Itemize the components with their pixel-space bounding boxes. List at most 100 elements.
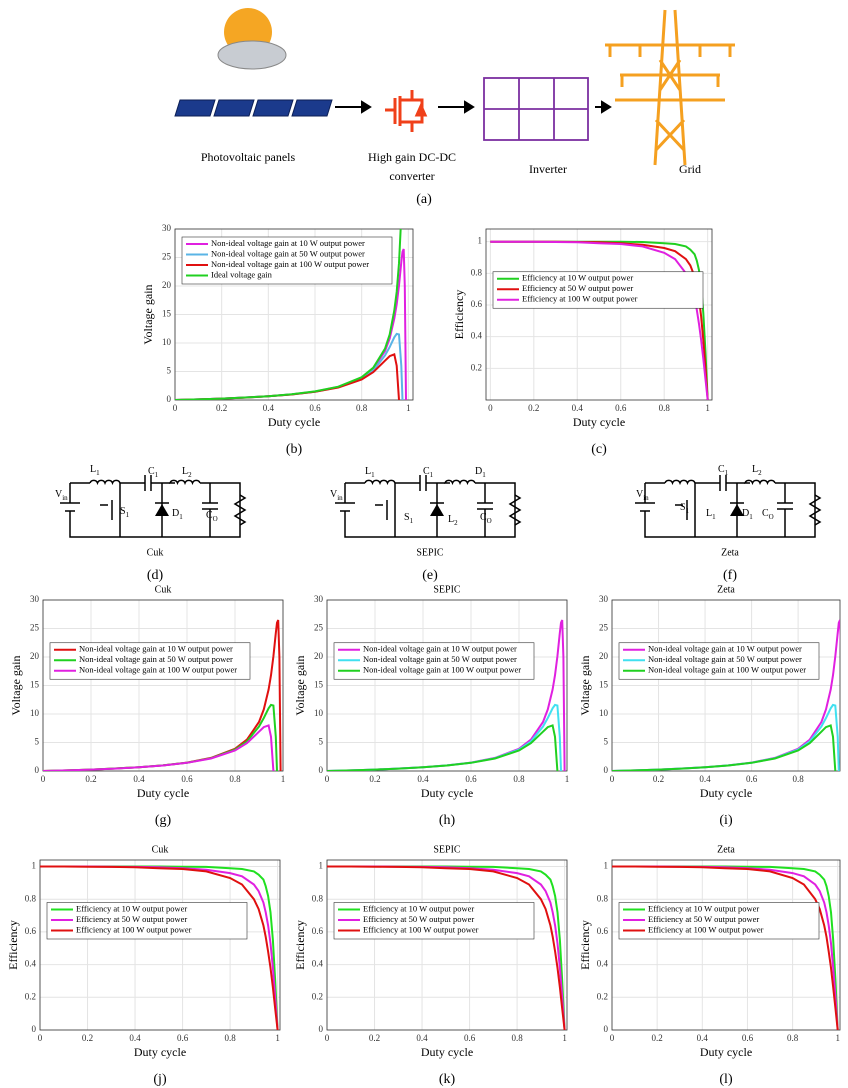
y-tick-label: 30 [162, 223, 172, 233]
x-tick-label: 0.4 [416, 1033, 428, 1043]
y-tick-label: 0.8 [312, 893, 324, 903]
y-tick-label: 25 [30, 623, 40, 633]
circuit-label: L1 [706, 508, 716, 520]
y-tick-label: 5 [167, 366, 172, 376]
y-tick-label: 0.4 [312, 959, 324, 969]
x-tick-label: 0 [325, 774, 330, 784]
circuit-label: C1 [718, 464, 729, 476]
chart-title: Zeta [717, 584, 735, 595]
wire [375, 483, 395, 537]
x-tick-label: 0.4 [697, 1033, 709, 1043]
caption: (b) [286, 442, 303, 457]
legend: Efficiency at 10 W output powerEfficienc… [334, 903, 534, 940]
x-tick-label: 0.6 [464, 1033, 476, 1043]
y-tick-label: 25 [599, 623, 609, 633]
y-tick-label: 0.2 [471, 362, 482, 372]
y-tick-label: 0.6 [597, 926, 609, 936]
x-tick-label: 0.2 [653, 774, 664, 784]
legend: Efficiency at 10 W output powerEfficienc… [619, 903, 819, 940]
chart-title: Zeta [717, 844, 735, 855]
diagram-label: Photovoltaic panels [201, 150, 296, 164]
circuit-title: Zeta [721, 547, 739, 558]
plot-area [486, 229, 712, 400]
wire [645, 483, 815, 537]
legend-label: Non-ideal voltage gain at 50 W output po… [211, 248, 365, 258]
legend: Non-ideal voltage gain at 10 W output po… [182, 237, 392, 284]
diagram-label: converter [389, 169, 434, 183]
label-base: D [475, 466, 482, 477]
label-sub: 2 [454, 519, 458, 527]
y-tick-label: 0.4 [25, 959, 37, 969]
circuit-label: L1 [365, 466, 375, 478]
legend-label: Ideal voltage gain [211, 269, 273, 279]
y-tick-label: 30 [30, 594, 40, 604]
circuit-label: Vin [55, 489, 68, 501]
circuit-title: Cuk [147, 547, 164, 558]
circuit-label: CO [206, 510, 218, 522]
x-tick-label: 1 [275, 1033, 280, 1043]
y-tick-label: 0.2 [25, 991, 36, 1001]
circuit-label: C1 [148, 466, 159, 478]
y-tick-label: 15 [314, 680, 324, 690]
y-tick-label: 0.8 [25, 893, 37, 903]
x-axis-label: Duty cycle [421, 786, 473, 800]
y-tick-label: 1 [319, 861, 324, 871]
label-sub: 1 [725, 469, 729, 477]
x-tick-label: 0.2 [652, 1033, 663, 1043]
wire [345, 483, 515, 537]
y-tick-label: 0.6 [312, 926, 324, 936]
diagram-label: High gain DC-DC [368, 150, 456, 164]
legend-label: Non-ideal voltage gain at 100 W output p… [648, 665, 806, 675]
circuit-label: L1 [90, 464, 100, 476]
y-axis-label: Efficiency [578, 920, 592, 970]
y-tick-label: 0 [167, 394, 172, 404]
y-tick-label: 15 [599, 680, 609, 690]
circuit-label: D1 [475, 466, 486, 478]
y-tick-label: 5 [319, 737, 324, 747]
label-sub: in [62, 494, 68, 502]
caption: (a) [416, 192, 432, 207]
x-tick-label: 0 [610, 1033, 615, 1043]
x-tick-label: 0.2 [216, 403, 227, 413]
legend-label: Non-ideal voltage gain at 10 W output po… [211, 238, 365, 248]
circuit-label: S1 [680, 502, 690, 514]
x-tick-label: 1 [705, 403, 710, 413]
y-tick-label: 20 [599, 651, 609, 661]
y-tick-label: 10 [30, 708, 40, 718]
y-tick-label: 0.2 [312, 991, 323, 1001]
circuit-label: S1 [404, 512, 414, 524]
chart: 00.20.40.60.8100.20.40.60.81Efficiency a… [578, 844, 840, 1087]
x-tick-label: 0.6 [465, 774, 477, 784]
circuit: VinL1C1L2S1D1COCuk(d) [55, 464, 245, 583]
diode [430, 504, 444, 516]
wire [720, 475, 726, 491]
figure: 05101520253000.20.40.60.81Non-ideal volt… [0, 0, 848, 1088]
y-tick-label: 0 [32, 1024, 37, 1034]
x-tick-label: 0.8 [513, 774, 525, 784]
solar-panels [175, 100, 332, 116]
wire [90, 480, 120, 483]
x-tick-label: 0.4 [699, 774, 711, 784]
circuit-label: C1 [423, 466, 434, 478]
y-tick-label: 20 [30, 651, 40, 661]
y-tick-label: 20 [314, 651, 324, 661]
battery [637, 503, 653, 511]
y-axis-label: Voltage gain [578, 655, 592, 715]
x-tick-label: 0.8 [792, 774, 804, 784]
label-sub: 1 [430, 471, 434, 479]
battery [62, 503, 78, 511]
label-sub: 1 [410, 517, 414, 525]
circuit-label: Vin [636, 489, 649, 501]
circuit-label: L2 [182, 466, 192, 478]
x-tick-label: 0.2 [82, 1033, 93, 1043]
x-tick-label: 0.8 [659, 403, 671, 413]
y-tick-label: 1 [32, 861, 37, 871]
x-tick-label: 0.6 [615, 403, 627, 413]
y-tick-label: 0.8 [597, 893, 609, 903]
legend-label: Non-ideal voltage gain at 50 W output po… [363, 654, 517, 664]
circuit-label: CO [480, 512, 492, 524]
chart: 0.20.40.60.8100.20.40.60.81Efficiency at… [452, 229, 712, 457]
arrows [335, 102, 610, 112]
charts: 05101520253000.20.40.60.81Non-ideal volt… [6, 216, 843, 1087]
